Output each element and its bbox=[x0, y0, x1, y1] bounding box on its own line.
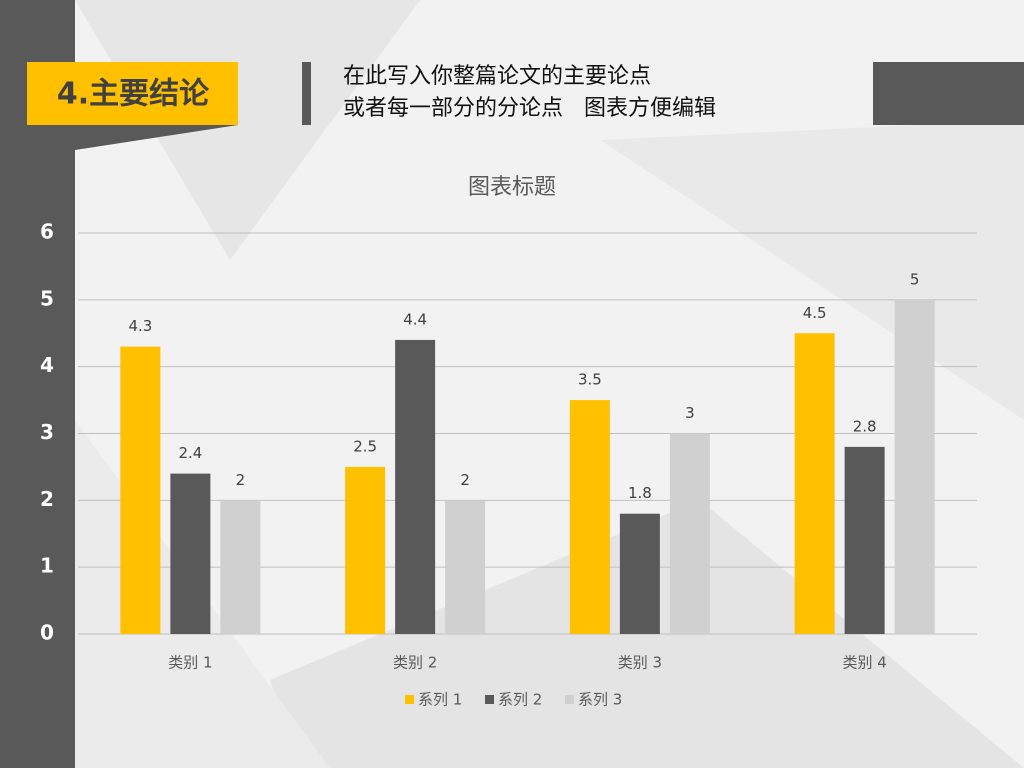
data-label: 4.3 bbox=[128, 317, 152, 335]
data-label: 4.5 bbox=[803, 304, 827, 322]
y-tick-label: 6 bbox=[40, 220, 54, 244]
data-label: 2.8 bbox=[853, 417, 877, 435]
chart-title: 图表标题 bbox=[468, 175, 556, 200]
chart: 0 1 2 3 4 5 6 类别 1 4.3 2.4 2 类别 2 2.5 4.4 2 类别 3 3.5 1.8 3… bbox=[40, 220, 977, 709]
header-line: 或者每一部分的分论点 图表方便编辑 bbox=[343, 96, 716, 121]
x-tick-label: 类别 1 bbox=[168, 654, 212, 672]
bar bbox=[445, 500, 486, 634]
y-tick-label: 5 bbox=[40, 286, 54, 310]
bar bbox=[619, 513, 660, 634]
bar bbox=[345, 466, 386, 634]
data-label: 4.4 bbox=[403, 310, 427, 328]
bar bbox=[669, 433, 710, 634]
section-title: 4.主要结论 bbox=[57, 77, 210, 112]
x-tick-label: 类别 4 bbox=[842, 654, 886, 672]
bar bbox=[794, 333, 835, 634]
legend-swatch bbox=[485, 695, 494, 704]
data-label: 2.5 bbox=[353, 437, 377, 455]
ribbon-fold bbox=[75, 125, 238, 150]
bar bbox=[170, 473, 211, 634]
y-tick-label: 3 bbox=[40, 420, 54, 444]
data-label: 1.8 bbox=[628, 484, 652, 502]
divider bbox=[302, 62, 311, 125]
legend-label: 系列 2 bbox=[498, 691, 542, 709]
bar bbox=[894, 299, 935, 634]
header-line: 在此写入你整篇论文的主要论点 bbox=[343, 64, 651, 89]
data-label: 3.5 bbox=[578, 371, 602, 389]
bar bbox=[220, 500, 261, 634]
x-tick-label: 类别 3 bbox=[618, 654, 662, 672]
legend-label: 系列 3 bbox=[578, 691, 622, 709]
y-tick-label: 0 bbox=[40, 621, 54, 645]
y-tick-label: 1 bbox=[40, 554, 54, 578]
data-label: 2 bbox=[460, 471, 470, 489]
side-bar bbox=[0, 0, 75, 768]
bar bbox=[844, 446, 885, 634]
data-label: 5 bbox=[910, 270, 920, 288]
legend-swatch bbox=[565, 695, 574, 704]
bar bbox=[120, 346, 161, 634]
y-tick-label: 4 bbox=[40, 353, 54, 377]
x-tick-label: 类别 2 bbox=[393, 654, 437, 672]
y-tick-label: 2 bbox=[40, 487, 54, 511]
data-label: 2 bbox=[236, 471, 246, 489]
section-box bbox=[27, 62, 238, 125]
legend-label: 系列 1 bbox=[418, 691, 462, 709]
bar bbox=[395, 339, 436, 634]
header-bar bbox=[873, 62, 1024, 125]
data-label: 3 bbox=[685, 404, 695, 422]
bar bbox=[569, 400, 610, 634]
data-label: 2.4 bbox=[178, 444, 202, 462]
legend-swatch bbox=[405, 695, 414, 704]
